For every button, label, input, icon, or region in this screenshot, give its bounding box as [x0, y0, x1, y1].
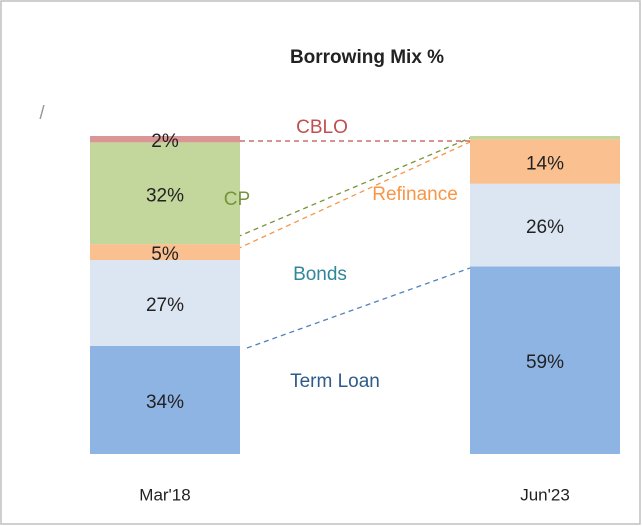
bar-segment: [470, 139, 620, 184]
data-label: 27%: [146, 295, 184, 316]
data-label: 2%: [151, 131, 179, 152]
series-label: Term Loan: [290, 371, 380, 392]
bar-segment: [470, 183, 620, 267]
bar-segment: [90, 260, 240, 346]
annotation: /: [39, 103, 45, 124]
connectors: [236, 137, 471, 349]
connector: [236, 137, 471, 238]
data-label: 32%: [146, 185, 184, 206]
x-tick-label: Mar'18: [139, 485, 190, 504]
series-label: Refinance: [372, 184, 458, 205]
bar-segment: [90, 244, 240, 261]
series-label: CBLO: [296, 117, 348, 138]
data-label: 5%: [151, 244, 179, 265]
series-label: Bonds: [293, 264, 347, 285]
chart-title: Borrowing Mix %: [290, 47, 444, 68]
data-label: 26%: [526, 217, 564, 238]
x-tick-label: Jun'23: [520, 485, 570, 504]
data-label: 59%: [526, 352, 564, 373]
bar-segment: [90, 136, 240, 143]
bar-segment: [90, 345, 240, 454]
data-label: 34%: [146, 392, 184, 413]
data-label: 14%: [526, 153, 564, 174]
bar-segment: [90, 142, 240, 245]
bar-segment: [470, 266, 620, 454]
bar-segment: [470, 136, 620, 140]
connector: [236, 141, 471, 250]
series-label: CP: [224, 189, 250, 210]
connector: [246, 267, 471, 349]
